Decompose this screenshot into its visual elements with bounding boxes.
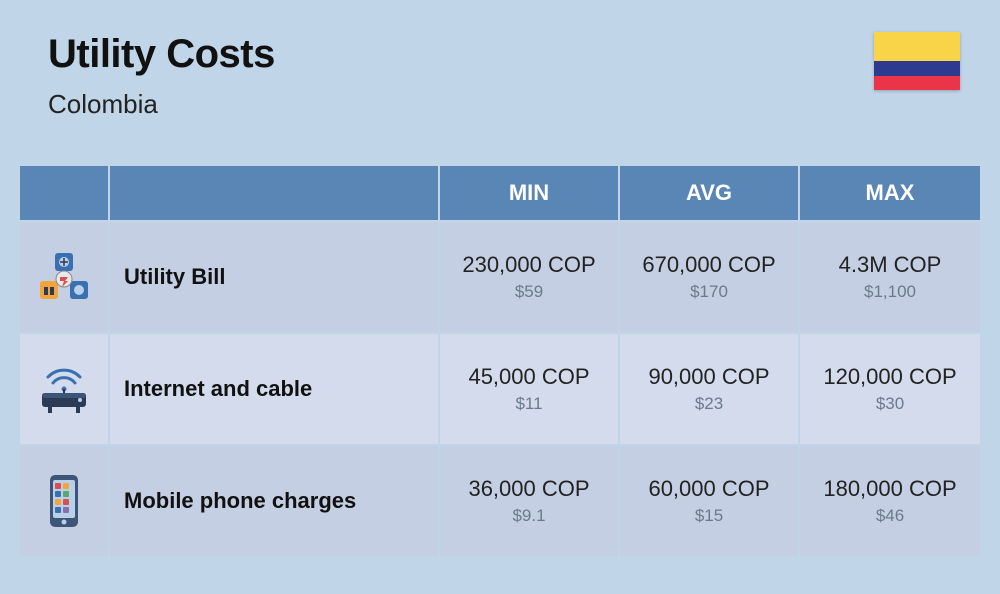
page-subtitle: Colombia: [48, 89, 275, 120]
cell-avg: 60,000 COP $15: [620, 446, 800, 556]
usd-value: $30: [876, 394, 904, 414]
row-icon-cell: [20, 446, 110, 556]
row-icon-cell: [20, 222, 110, 332]
cell-min: 36,000 COP $9.1: [440, 446, 620, 556]
usd-value: $59: [515, 282, 543, 302]
cop-value: 670,000 COP: [642, 252, 775, 278]
flag-stripe-red: [874, 76, 960, 91]
cop-value: 36,000 COP: [468, 476, 589, 502]
usd-value: $170: [690, 282, 728, 302]
table-header-empty-icon: [20, 166, 110, 220]
usd-value: $46: [876, 506, 904, 526]
table-row: Utility Bill 230,000 COP $59 670,000 COP…: [20, 220, 980, 332]
usd-value: $23: [695, 394, 723, 414]
row-label: Internet and cable: [110, 334, 440, 444]
table-header-max: MAX: [800, 166, 980, 220]
flag-stripe-blue: [874, 61, 960, 76]
header: Utility Costs Colombia: [0, 0, 1000, 120]
title-block: Utility Costs Colombia: [48, 32, 275, 120]
row-label-text: Internet and cable: [124, 376, 312, 402]
cell-max: 180,000 COP $46: [800, 446, 980, 556]
mobile-phone-icon: [34, 471, 94, 531]
usd-value: $9.1: [512, 506, 545, 526]
utility-bill-icon: [34, 247, 94, 307]
row-label: Mobile phone charges: [110, 446, 440, 556]
cop-value: 60,000 COP: [648, 476, 769, 502]
page-title: Utility Costs: [48, 32, 275, 77]
table-row: Mobile phone charges 36,000 COP $9.1 60,…: [20, 444, 980, 556]
cell-min: 230,000 COP $59: [440, 222, 620, 332]
cop-value: 120,000 COP: [823, 364, 956, 390]
table-header-avg: AVG: [620, 166, 800, 220]
costs-table: MIN AVG MAX Utility Bill: [20, 166, 980, 556]
row-label-text: Mobile phone charges: [124, 488, 356, 514]
cop-value: 180,000 COP: [823, 476, 956, 502]
colombia-flag-icon: [874, 32, 960, 90]
cop-value: 230,000 COP: [462, 252, 595, 278]
cop-value: 4.3M COP: [839, 252, 942, 278]
table-header-empty-label: [110, 166, 440, 220]
cell-avg: 670,000 COP $170: [620, 222, 800, 332]
cell-min: 45,000 COP $11: [440, 334, 620, 444]
row-icon-cell: [20, 334, 110, 444]
internet-cable-icon: [34, 359, 94, 419]
cop-value: 90,000 COP: [648, 364, 769, 390]
table-row: Internet and cable 45,000 COP $11 90,000…: [20, 332, 980, 444]
table-header-row: MIN AVG MAX: [20, 166, 980, 220]
usd-value: $1,100: [864, 282, 916, 302]
flag-stripe-yellow: [874, 32, 960, 61]
table-header-min: MIN: [440, 166, 620, 220]
cell-max: 4.3M COP $1,100: [800, 222, 980, 332]
row-label-text: Utility Bill: [124, 264, 225, 290]
cop-value: 45,000 COP: [468, 364, 589, 390]
usd-value: $15: [695, 506, 723, 526]
cell-avg: 90,000 COP $23: [620, 334, 800, 444]
row-label: Utility Bill: [110, 222, 440, 332]
cell-max: 120,000 COP $30: [800, 334, 980, 444]
usd-value: $11: [515, 394, 542, 414]
